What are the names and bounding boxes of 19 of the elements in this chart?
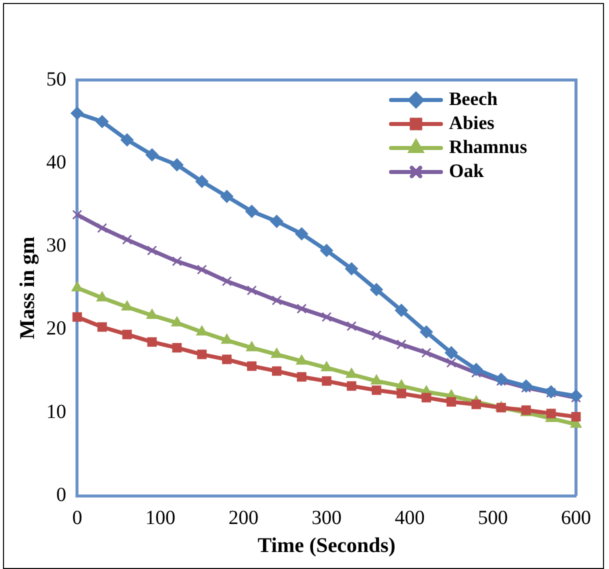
x-tick-label: 300 [312,507,342,530]
y-tick-label: 30 [46,234,66,257]
y-axis-title: Mass in gm [15,236,40,340]
y-tick-label: 50 [46,68,66,90]
x-tick-label: 500 [478,507,508,530]
legend-label: Oak [449,160,484,182]
x-tick-label: 0 [72,507,82,530]
x-tick-label: 400 [394,507,425,530]
x-axis-title: Time (Seconds) [258,532,396,557]
legend-label: Abies [449,112,494,134]
x-tick-label: 100 [145,507,176,530]
legend-label: Beech [449,88,498,110]
legend-label: Rhamnus [449,136,528,158]
y-tick-label: 10 [46,400,66,423]
y-tick-label: 40 [46,151,66,174]
y-tick-label: 0 [56,484,66,506]
x-tick-label: 200 [228,507,258,530]
y-tick-label: 20 [46,318,66,340]
x-tick-label: 600 [561,507,591,530]
